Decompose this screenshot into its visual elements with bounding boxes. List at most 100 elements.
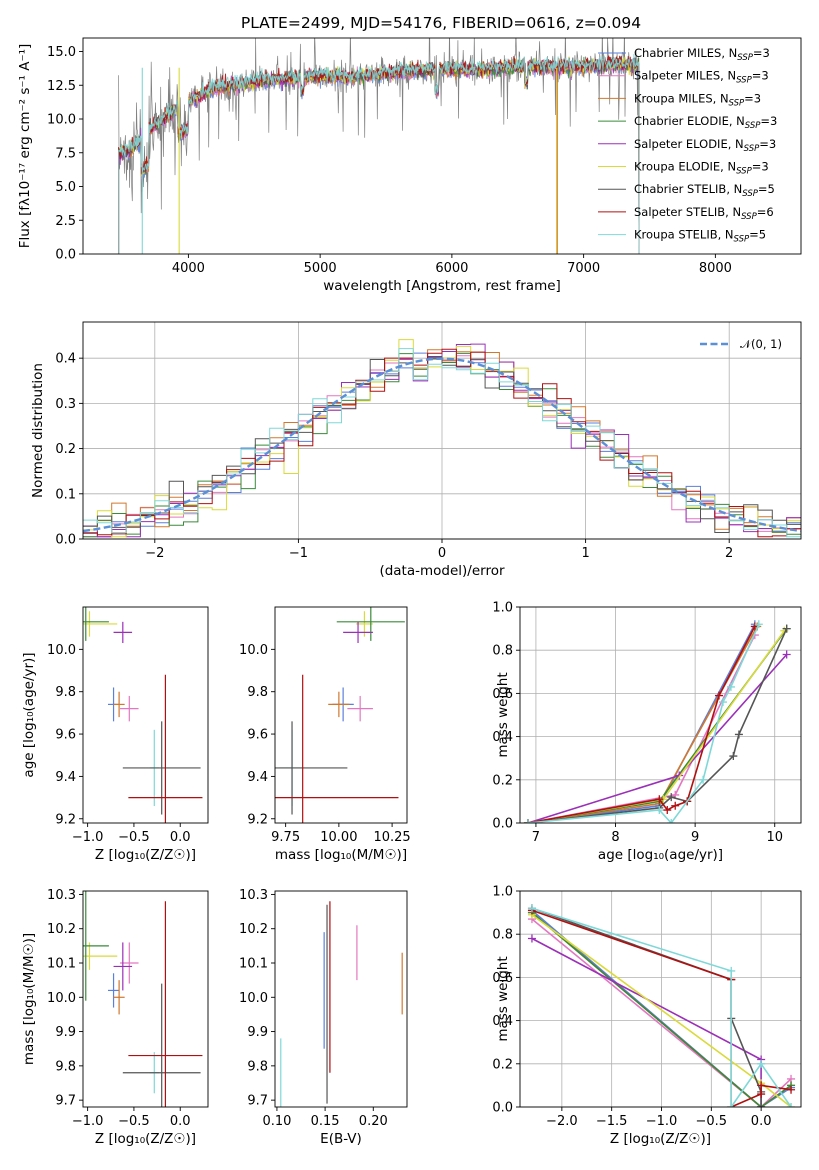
model-spectrum-line bbox=[118, 56, 640, 254]
model-spectrum-line bbox=[118, 57, 640, 254]
legend-label: Salpeter STELIB, NSSP=6 bbox=[634, 205, 774, 222]
x-tick-label: 5000 bbox=[304, 261, 337, 276]
errorbar-point bbox=[120, 695, 139, 722]
errorbar-point bbox=[113, 691, 125, 718]
plot-area bbox=[118, 38, 640, 254]
y-tick-label: 1.0 bbox=[492, 885, 513, 900]
errorbar-point bbox=[275, 721, 348, 815]
y-tick-label: 0.0 bbox=[55, 248, 76, 263]
x-tick-label: 4000 bbox=[172, 261, 205, 276]
y-tick-label: 10.3 bbox=[239, 888, 268, 903]
x-axis-label: Z [log₁₀(Z/Z☉)] bbox=[95, 847, 196, 863]
errorbar-point bbox=[83, 942, 118, 970]
y-tick-label: 9.7 bbox=[55, 1094, 76, 1109]
y-tick-label: 0.0 bbox=[492, 817, 513, 832]
x-tick-label: −1.5 bbox=[596, 1114, 628, 1129]
legend-label-end: =3 bbox=[759, 137, 776, 151]
x-tick-label: 0.10 bbox=[262, 1114, 291, 1129]
plot-area bbox=[83, 607, 203, 823]
mass-weight-marker bbox=[655, 795, 664, 804]
mass-weight-marker bbox=[757, 1103, 766, 1107]
errorbar-point bbox=[113, 942, 133, 991]
x-tick-label: 1 bbox=[581, 546, 589, 561]
errorbar-point bbox=[343, 621, 373, 643]
x-tick-label: −2.0 bbox=[546, 1114, 578, 1129]
legend-label-end: =3 bbox=[753, 46, 770, 60]
x-tick-label: 0.0 bbox=[751, 1114, 772, 1129]
chart-mass_vs_Z: −1.0 −0.5 0.0 9.7 9.8 9.9 10.0 10.1 10.2 10.3 Z [l… bbox=[21, 888, 209, 1147]
y-tick-label: 0.2 bbox=[492, 773, 513, 788]
x-tick-label: 10.25 bbox=[373, 830, 410, 845]
figure-title: PLATE=2499, MJD=54176, FIBERID=0616, z=0… bbox=[241, 14, 641, 32]
mass-weight-marker bbox=[757, 1090, 766, 1099]
mass-weight-line bbox=[527, 626, 758, 823]
legend-label-sub: SSP bbox=[741, 212, 757, 222]
x-axis-label: Z [log₁₀(Z/Z☉)] bbox=[610, 1131, 711, 1147]
y-tick-label: 0.6 bbox=[492, 971, 513, 986]
y-tick-label: 0.4 bbox=[492, 1014, 513, 1029]
axes-frame: 9.75 10.00 10.25 9.2 9.4 9.6 9.8 10.0 mass [log₁… bbox=[239, 606, 411, 863]
legend-label: Salpeter MILES, NSSP=3 bbox=[634, 69, 769, 86]
y-tick-label: 10.2 bbox=[239, 922, 268, 937]
x-axis-label: Z [log₁₀(Z/Z☉)] bbox=[95, 1131, 196, 1147]
legend-label-sub: SSP bbox=[744, 144, 760, 154]
mass-weight-marker bbox=[667, 793, 676, 802]
plot-area bbox=[275, 607, 405, 823]
x-tick-label: 6000 bbox=[435, 261, 468, 276]
errorbar-point bbox=[128, 674, 203, 823]
mass-weight-line bbox=[527, 628, 788, 823]
mass-weight-line bbox=[527, 630, 785, 823]
mass-weight-line bbox=[531, 907, 792, 1107]
mass-weight-line bbox=[527, 623, 760, 823]
y-tick-label: 9.8 bbox=[247, 1059, 268, 1074]
y-tick-label: 9.8 bbox=[55, 685, 76, 700]
axes-border bbox=[519, 606, 802, 824]
y-tick-label: 5.0 bbox=[55, 180, 76, 195]
x-tick-label: −0.5 bbox=[696, 1114, 728, 1129]
mass-weight-line bbox=[527, 623, 756, 823]
y-tick-label: 0.4 bbox=[492, 730, 513, 745]
mass-weight-marker bbox=[527, 934, 536, 943]
mass-weight-line bbox=[527, 626, 756, 823]
y-tick-label: 15.0 bbox=[47, 45, 76, 60]
x-tick-label: 10 bbox=[766, 830, 783, 845]
errorbar-point bbox=[275, 674, 399, 823]
y-tick-label: 10.3 bbox=[47, 888, 76, 903]
legend-label: Chabrier MILES, NSSP=3 bbox=[634, 46, 770, 63]
histogram-step bbox=[83, 348, 801, 538]
errorbar-point bbox=[108, 973, 120, 1008]
plot-area bbox=[83, 891, 203, 1107]
legend-label-main: Chabrier STELIB, N bbox=[634, 182, 742, 196]
model-spectrum-line bbox=[118, 58, 640, 254]
y-tick-label: 9.2 bbox=[247, 812, 268, 827]
axes-frame: 4000 5000 6000 7000 8000 0.0 2.5 5.0 7.5 10.0 12.5… bbox=[17, 37, 802, 294]
x-tick-label: 0.20 bbox=[359, 1114, 388, 1129]
y-tick-label: 9.2 bbox=[55, 812, 76, 827]
chart-age_vs_Z: −1.0 −0.5 0.0 9.2 9.4 9.6 9.8 10.0 Z [log₁₀(Z/Z☉… bbox=[21, 606, 209, 863]
legend-label-end: =6 bbox=[757, 205, 774, 219]
x-tick-label: 0 bbox=[438, 546, 446, 561]
legend-label: Chabrier STELIB, NSSP=5 bbox=[634, 182, 775, 199]
mass-weight-marker bbox=[729, 752, 738, 761]
legend-label: Kroupa MILES, NSSP=3 bbox=[634, 91, 761, 108]
y-tick-label: 10.0 bbox=[239, 643, 268, 658]
axes-border bbox=[274, 606, 408, 824]
y-tick-label: 7.5 bbox=[55, 146, 76, 161]
mass-weight-marker bbox=[667, 819, 676, 823]
y-tick-label: 9.7 bbox=[247, 1094, 268, 1109]
y-tick-label: 10.1 bbox=[239, 957, 268, 972]
legend-label-sub: SSP bbox=[736, 167, 752, 177]
mass-weight-marker bbox=[726, 682, 735, 691]
legend-label-sub: SSP bbox=[734, 235, 750, 245]
axes-border bbox=[82, 890, 209, 1108]
data-spectrum-line bbox=[118, 38, 640, 254]
axes-frame: −1.0 −0.5 0.0 9.7 9.8 9.9 10.0 10.1 10.2 10.3 Z [l… bbox=[21, 888, 209, 1147]
mass-weight-marker bbox=[663, 806, 672, 815]
x-tick-label: 9.75 bbox=[271, 830, 300, 845]
x-axis-label: age [log₁₀(age/yr)] bbox=[598, 847, 723, 863]
legend-label-sub: SSP bbox=[742, 189, 758, 199]
x-tick-label: 9 bbox=[691, 830, 699, 845]
legend-label-main: Salpeter STELIB, N bbox=[634, 205, 741, 219]
x-tick-label: 0.0 bbox=[170, 830, 191, 845]
chart-spectrum: 4000 5000 6000 7000 8000 0.0 2.5 5.0 7.5 10.0 12.5… bbox=[17, 37, 802, 294]
